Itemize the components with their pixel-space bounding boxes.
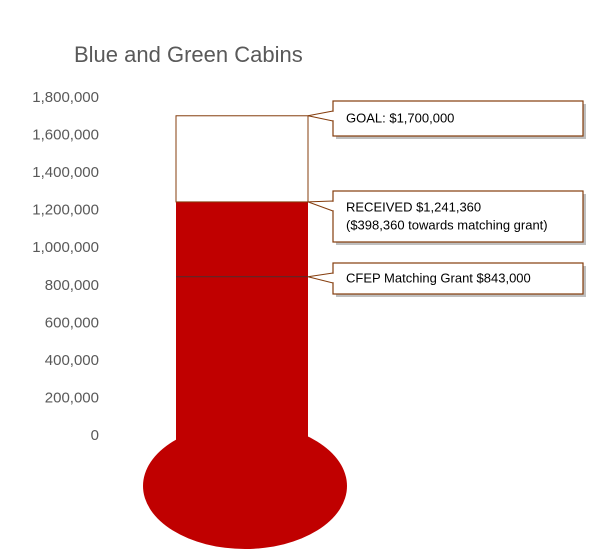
y-tick-label: 1,800,000 [32, 89, 99, 106]
callout-box [332, 100, 584, 137]
y-axis-ticks: 0 200,000 400,000 600,000 800,000 1,000,000 1,… [32, 89, 99, 444]
y-tick-label: 1,200,000 [32, 202, 99, 219]
chart-title: Blue and Green Cabins [74, 42, 303, 67]
y-tick-label: 400,000 [45, 352, 99, 369]
thermometer-bulb [143, 423, 347, 549]
callout-pointer [307, 200, 334, 212]
goal-outline [175, 115, 309, 203]
callout-goal: GOAL: $1,700,000 [307, 100, 586, 139]
callout-pointer [307, 110, 334, 122]
y-tick-label: 200,000 [45, 389, 99, 406]
y-tick-label: 1,000,000 [32, 239, 99, 256]
thermometer-bars [143, 115, 347, 549]
y-tick-label: 1,600,000 [32, 127, 99, 144]
callout-box [332, 190, 584, 243]
callout-matching: CFEP Matching Grant $843,000 [307, 262, 586, 297]
callout-label: RECEIVED $1,241,360 [346, 200, 481, 215]
callouts: GOAL: $1,700,000 RECEIVED $1,241,360 ($39… [307, 100, 586, 297]
y-tick-label: 800,000 [45, 277, 99, 294]
callout-pointer [307, 272, 334, 284]
y-tick-label: 600,000 [45, 314, 99, 331]
y-tick-label: 0 [91, 427, 99, 444]
callout-label: GOAL: $1,700,000 [346, 111, 454, 126]
callout-box [332, 262, 584, 295]
received-bar [176, 201, 308, 443]
y-tick-label: 1,400,000 [32, 164, 99, 181]
callout-label: CFEP Matching Grant $843,000 [346, 271, 531, 286]
callout-label: ($398,360 towards matching grant) [346, 218, 548, 233]
callout-received: RECEIVED $1,241,360 ($398,360 towards ma… [307, 190, 586, 245]
